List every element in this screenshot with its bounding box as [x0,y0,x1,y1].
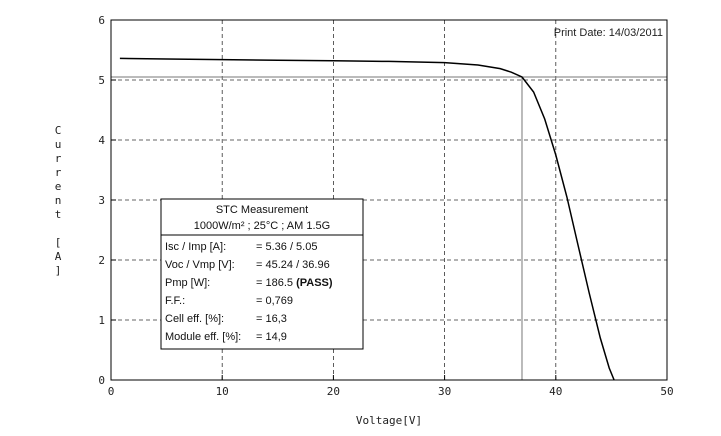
plot-frame [110,19,668,381]
y-axis-label-char: t [55,208,62,221]
measurement-row-label: F.F.: [165,295,185,307]
measurement-row-label: Module eff. [%]: [165,331,241,343]
measurement-row-label: Pmp [W]: [165,277,210,289]
print-date: Print Date: 14/03/2011 [554,27,663,39]
measurement-rows: Isc / Imp [A]: = 5.36 / 5.05 Voc / Vmp [V]… [165,241,333,343]
y-tick-label: 2 [98,254,105,267]
y-tick-label: 5 [98,74,105,87]
y-axis-label-char: C [55,124,62,137]
x-tick-label: 20 [327,385,340,398]
y-axis-label-char: [ [55,236,62,249]
stc-measurement-box: STC Measurement 1000W/m² ; 25°C ; AM 1.5… [160,198,364,350]
iv-curve-line [119,57,615,381]
x-tick-label: 10 [216,385,229,398]
y-tick-label: 0 [98,374,105,387]
pass-status: (PASS) [296,277,333,289]
measurement-row-label: Cell eff. [%]: [165,313,224,325]
ticks: 0 10 20 30 40 50 0 1 2 3 4 5 6 [98,14,673,398]
y-axis-label-char: A [55,250,62,263]
measurement-row-value: = 45.24 / 36.96 [256,259,330,271]
x-tick-label: 30 [438,385,451,398]
y-axis-label-char: n [55,194,62,207]
y-tick-label: 6 [98,14,105,27]
measurement-row-label: Voc / Vmp [V]: [165,259,235,271]
y-axis-label-char: u [55,138,62,151]
y-axis-label-char: r [55,166,62,179]
x-tick-label: 50 [660,385,673,398]
measurement-row-value: = 0,769 [256,295,293,307]
measurement-box-frame [160,198,364,350]
measurement-row-label: Isc / Imp [A]: [165,241,226,253]
x-tick-label: 0 [108,385,115,398]
measurement-row-value: = 16,3 [256,313,287,325]
measurement-conditions: 1000W/m² ; 25°C ; AM 1.5G [194,220,330,232]
y-axis-label-char: r [55,152,62,165]
y-tick-label: 1 [98,314,105,327]
y-axis-label-char: e [55,180,62,193]
measurement-title: STC Measurement [216,204,308,216]
measurement-row-value: = 186.5 (PASS) [256,277,333,289]
y-tick-label: 4 [98,134,105,147]
series-group [119,57,615,381]
x-axis-label: Voltage[V] [356,414,422,427]
y-axis-label-char: ] [55,264,62,277]
reference-lines [111,76,667,380]
y-tick-label: 3 [98,194,105,207]
measurement-row-value: = 5.36 / 5.05 [256,241,317,253]
x-tick-label: 40 [549,385,562,398]
measurement-row-value: = 14,9 [256,331,287,343]
